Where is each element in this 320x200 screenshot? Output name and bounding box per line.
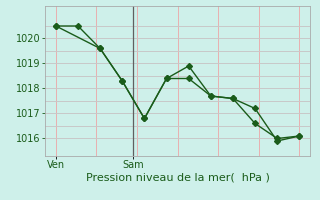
X-axis label: Pression niveau de la mer(  hPa ): Pression niveau de la mer( hPa ) <box>86 173 269 183</box>
